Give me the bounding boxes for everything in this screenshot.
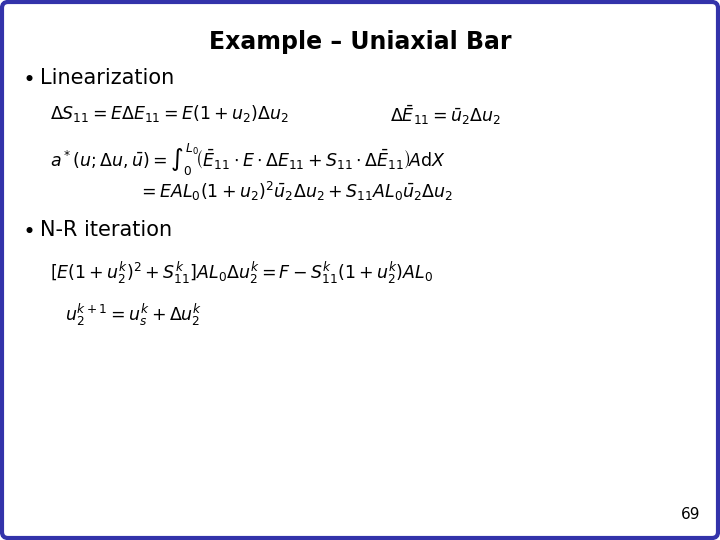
- Text: Example – Uniaxial Bar: Example – Uniaxial Bar: [209, 30, 511, 54]
- Text: $= EAL_0(1+u_2)^2\bar{u}_2\Delta u_2 + S_{11}AL_0\bar{u}_2\Delta u_2$: $= EAL_0(1+u_2)^2\bar{u}_2\Delta u_2 + S…: [138, 180, 453, 203]
- Text: 69: 69: [680, 507, 700, 522]
- Text: $\bullet$: $\bullet$: [22, 220, 34, 240]
- Text: N-R iteration: N-R iteration: [40, 220, 172, 240]
- Text: $u_2^{k+1} = u_s^k + \Delta u_2^k$: $u_2^{k+1} = u_s^k + \Delta u_2^k$: [65, 302, 202, 328]
- Text: $a^*(u;\Delta u,\bar{u}) = \int_0^{L_0}\!\left(\bar{E}_{11}\cdot E\cdot\Delta E_: $a^*(u;\Delta u,\bar{u}) = \int_0^{L_0}\…: [50, 142, 446, 178]
- Text: $[E(1+u_2^k)^2 + S_{11}^k]AL_0\Delta u_2^k = F - S_{11}^k(1+u_2^k)AL_0$: $[E(1+u_2^k)^2 + S_{11}^k]AL_0\Delta u_2…: [50, 260, 433, 286]
- Text: $\Delta S_{11} = E\Delta E_{11} = E(1+u_2)\Delta u_2$: $\Delta S_{11} = E\Delta E_{11} = E(1+u_…: [50, 103, 289, 124]
- Text: $\bullet$: $\bullet$: [22, 68, 34, 88]
- Text: Linearization: Linearization: [40, 68, 174, 88]
- Text: $\Delta\bar{E}_{11} = \bar{u}_2\Delta u_2$: $\Delta\bar{E}_{11} = \bar{u}_2\Delta u_…: [390, 103, 501, 126]
